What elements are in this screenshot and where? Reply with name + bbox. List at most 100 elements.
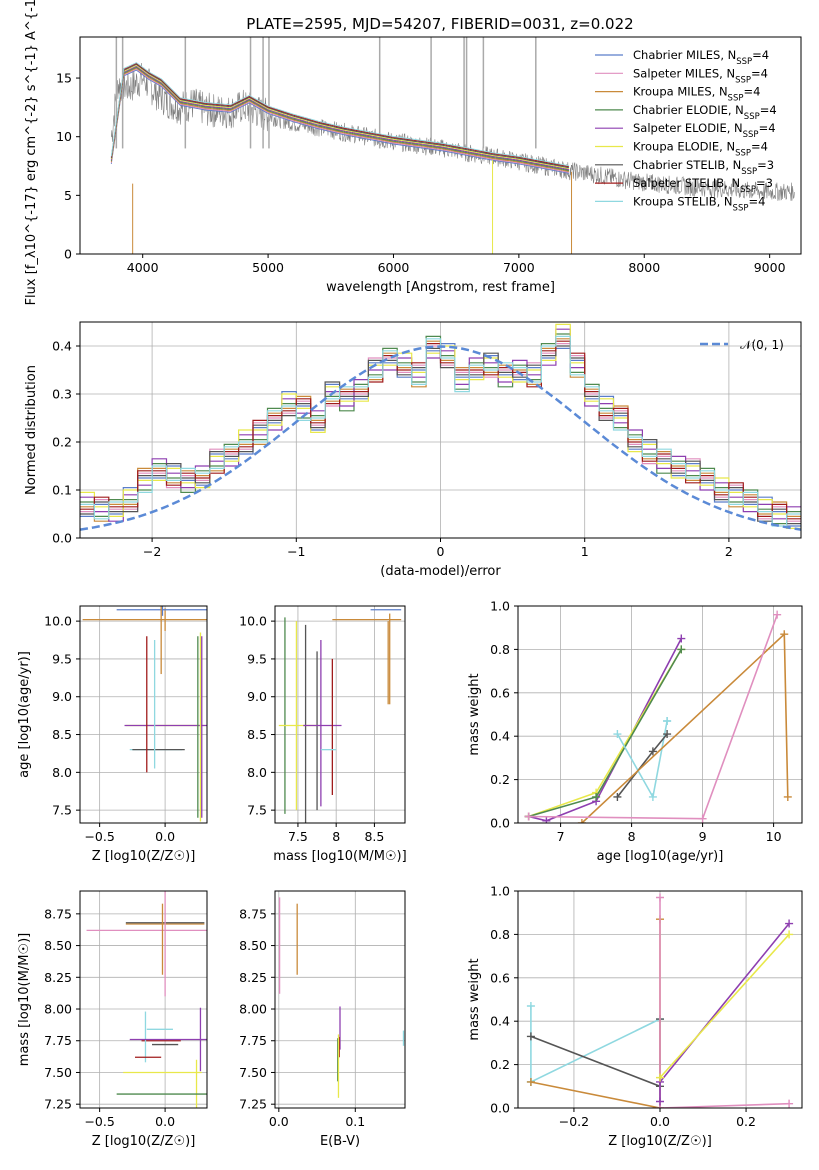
y-tick-label: 0.2 [52,435,72,450]
x-axis-label: mass [log10(M/M☉)] [273,849,406,864]
y-tick-label: 10.0 [44,614,72,629]
x-tick-label: 0.1 [345,1114,365,1129]
axes-frame [274,890,406,1109]
y-tick-label: 0.4 [52,339,72,354]
weight-marker [663,717,672,726]
legend-label-8: Kroupa STELIB, NSSP=4 [633,194,765,213]
chart-age_vs_mass: 7.5 8 8.5 7.5 8.0 8.5 9.0 9.5 10.0 mass [log10(M/… [239,605,407,864]
weight-marker [785,919,794,928]
y-tick-label: 1.0 [490,884,510,899]
y-tick-label: 0 [64,247,72,262]
y-tick-label: 7.50 [239,1065,267,1080]
y-tick-label: 8.5 [52,727,72,742]
y-tick-label: 8.5 [247,727,267,742]
y-tick-label: 0.8 [490,927,510,942]
weight-marker [677,634,686,643]
gaussian-curve [80,345,801,531]
x-axis-label: Z [log10(Z/Z☉)] [608,1134,712,1149]
plot-area [80,323,801,531]
weight-line-0 [528,638,683,822]
weight-marker [656,1097,664,1106]
x-tick-label: 8 [628,829,636,844]
y-tick-label: 7.5 [247,803,267,818]
y-axis-label: mass weight [467,958,482,1040]
weight-marker [785,1099,794,1108]
weight-line-3 [659,897,790,1108]
y-tick-label: 8.0 [52,765,72,780]
chart-residual_histogram: 𝒩(0, 1) −2 −1 0 1 2 0.0 0.1 0.2 0.3 0.4 (data-model… [24,321,802,579]
weight-line-6 [528,614,778,820]
weight-line-2 [530,919,661,1108]
x-tick-label: 6000 [378,260,410,275]
x-tick-label: 0.0 [269,1114,289,1129]
x-tick-label: 8000 [628,260,660,275]
plot-area [524,610,792,823]
legend-label-1: Salpeter MILES, NSSP=4 [633,66,768,85]
y-tick-label: 0.6 [490,685,510,700]
x-tick-label: 8 [332,829,340,844]
weight-line-4 [659,922,790,1102]
weight-marker [656,1073,664,1082]
x-tick-label: 0 [437,544,445,559]
x-tick-label: 0.0 [155,829,175,844]
legend-label-6: Chabrier STELIB, NSSP=3 [633,158,774,177]
plot-area [278,609,402,823]
axes-frame [79,36,802,255]
chart-age_vs_Z: −0.5 0.0 7.5 8.0 8.5 9.0 9.5 10.0 Z [log10(Z/Z☉)… [17,605,208,864]
y-tick-label: 9.5 [52,651,72,666]
y-axis-label: age [log10(age/yr)] [17,651,32,778]
y-tick-label: 7.25 [44,1097,72,1112]
y-tick-label: 8.75 [239,906,267,921]
y-tick-label: 0.1 [52,483,72,498]
y-tick-label: 10.0 [239,614,267,629]
y-tick-label: 5 [64,188,72,203]
chart-mass_weight_vs_Z: −0.2 0.0 0.2 0.0 0.2 0.4 0.6 0.8 1.0 Z [log10(Z/Z… [467,884,803,1149]
x-tick-label: 0.0 [155,1114,175,1129]
y-axis-label: Normed distribution [24,365,39,495]
weight-line-3 [616,720,668,800]
plot-area [278,897,405,1098]
legend: 𝒩(0, 1) [700,338,784,352]
y-tick-label: 9.0 [52,689,72,704]
axes-frame [274,605,406,824]
weight-marker [577,819,586,823]
y-tick-label: 8.25 [239,970,267,985]
y-tick-label: 9.5 [247,651,267,666]
axes-frame [517,605,803,824]
x-tick-label: −0.5 [84,829,114,844]
y-tick-label: 15 [56,71,72,86]
x-tick-label: 5000 [252,260,284,275]
x-tick-label: 10 [766,829,782,844]
y-tick-label: 0.3 [52,387,72,402]
x-tick-label: 8.5 [364,829,384,844]
gaussian-legend-label: 𝒩(0, 1) [740,338,784,352]
y-tick-label: 7.75 [44,1033,72,1048]
legend-label-2: Kroupa MILES, NSSP=4 [633,85,760,104]
x-tick-label: −2 [143,544,161,559]
x-tick-label: −0.2 [559,1114,589,1129]
weight-marker [648,792,657,801]
weight-marker [542,816,551,823]
x-axis-label: Z [log10(Z/Z☉)] [92,849,196,864]
legend-label-5: Kroupa ELODIE, NSSP=4 [633,140,768,159]
weight-marker [656,893,664,902]
x-tick-label: 2 [725,544,733,559]
y-tick-label: 8.75 [44,906,72,921]
x-axis-label: (data-model)/error [380,564,501,579]
y-tick-label: 8.25 [44,970,72,985]
model-spectrum-3 [110,66,570,171]
x-tick-label: 0.0 [650,1114,670,1129]
y-tick-label: 0.0 [490,1101,510,1116]
x-tick-label: 4000 [127,260,159,275]
x-tick-label: 7000 [503,260,535,275]
weight-line-1 [528,648,682,818]
y-tick-label: 9.0 [247,689,267,704]
weight-marker [613,730,622,739]
y-tick-label: 7.5 [52,803,72,818]
x-tick-label: 9000 [754,260,786,275]
y-tick-label: 8.00 [44,1002,72,1017]
weight-marker [524,812,533,821]
